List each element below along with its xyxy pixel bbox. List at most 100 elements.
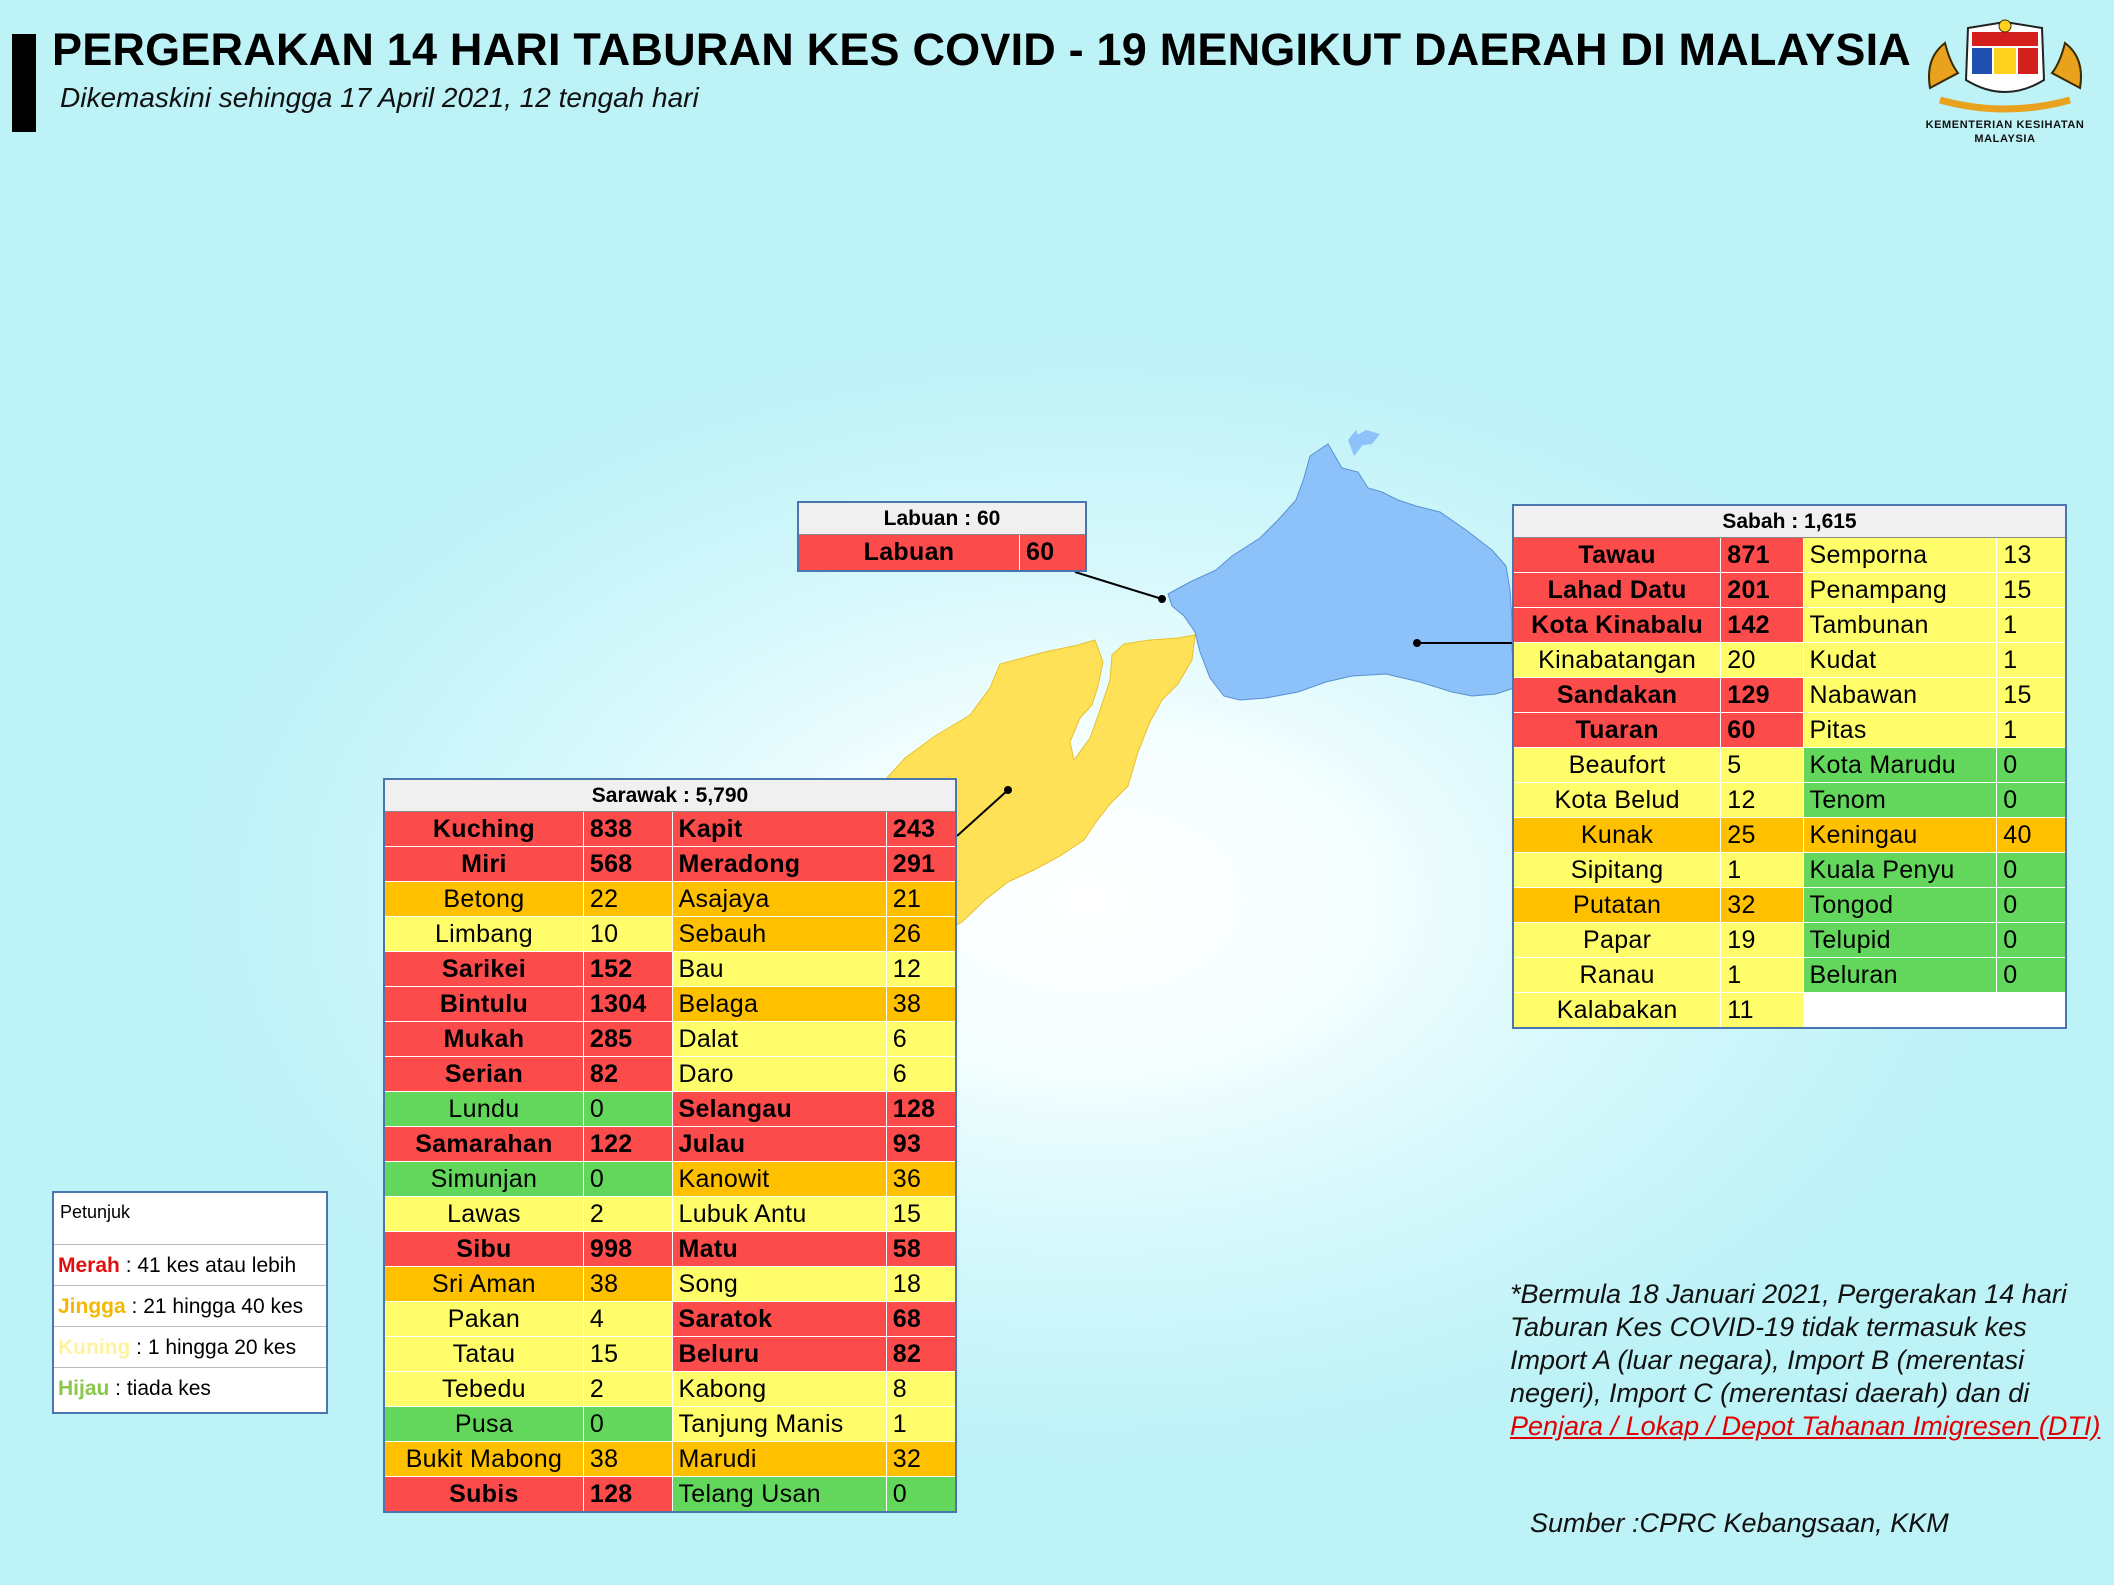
- district-name: Pakan: [383, 1301, 584, 1337]
- case-count: 12: [1720, 782, 1804, 818]
- footnote: *Bermula 18 Januari 2021, Pergerakan 14 …: [1510, 1278, 2106, 1443]
- district-name: Kabong: [671, 1371, 887, 1407]
- table-row: Putatan 32 Tongod 0: [1512, 887, 2067, 923]
- case-count: 38: [582, 1441, 673, 1477]
- district-name: Kuala Penyu: [1802, 852, 1998, 888]
- case-count: 38: [885, 986, 957, 1022]
- table-row: Sibu 998 Matu 58: [383, 1231, 957, 1267]
- district-name: Bintulu: [383, 986, 584, 1022]
- district-name: Tebedu: [383, 1371, 584, 1407]
- district-name: Subis: [383, 1476, 584, 1513]
- case-count: 82: [885, 1336, 957, 1372]
- district-name: Kuching: [383, 811, 584, 847]
- district-name: Papar: [1512, 922, 1722, 958]
- sarawak-region: [884, 634, 1196, 933]
- district-name: Sipitang: [1512, 852, 1722, 888]
- case-count: 4: [582, 1301, 673, 1337]
- district-name: Sebauh: [671, 916, 887, 952]
- case-count: 38: [582, 1266, 673, 1302]
- table-row: Lahad Datu 201 Penampang 15: [1512, 572, 2067, 608]
- district-name: Sri Aman: [383, 1266, 584, 1302]
- case-count: 0: [1996, 747, 2067, 783]
- case-count: 26: [885, 916, 957, 952]
- district-name: Pitas: [1802, 712, 1998, 748]
- table-row: Tebedu 2 Kabong 8: [383, 1371, 957, 1407]
- table-row: Beaufort 5 Kota Marudu 0: [1512, 747, 2067, 783]
- table-row: Kalabakan 11: [1512, 992, 2067, 1029]
- case-count: 20: [1720, 642, 1804, 678]
- case-count: 291: [885, 846, 957, 882]
- district-name: Kalabakan: [1512, 992, 1722, 1029]
- table-row: Tatau 15 Beluru 82: [383, 1336, 957, 1372]
- case-count: 1: [1996, 607, 2067, 643]
- case-count: 0: [1996, 922, 2067, 958]
- case-count: 18: [885, 1266, 957, 1302]
- case-count: 10: [582, 916, 673, 952]
- legend-item-merah: Merah : 41 kes atau lebih: [54, 1245, 326, 1286]
- case-count: 1: [1996, 712, 2067, 748]
- legend-text: : 41 kes atau lebih: [119, 1254, 297, 1277]
- district-name: Simunjan: [383, 1161, 584, 1197]
- sarawak-title: Sarawak : 5,790: [383, 778, 957, 812]
- table-row: Betong 22 Asajaya 21: [383, 881, 957, 917]
- source-credit: Sumber :CPRC Kebangsaan, KKM: [1530, 1508, 1949, 1538]
- legend-key: Merah: [58, 1254, 120, 1277]
- district-name: Kinabatangan: [1512, 642, 1722, 678]
- case-count: 15: [1996, 572, 2067, 608]
- table-row: Sipitang 1 Kuala Penyu 0: [1512, 852, 2067, 888]
- case-count: 5: [1720, 747, 1804, 783]
- case-count: 40: [1996, 817, 2067, 853]
- district-name: Mukah: [383, 1021, 584, 1057]
- district-name: Dalat: [671, 1021, 887, 1057]
- district-name: [1802, 992, 1998, 1029]
- case-count: 243: [885, 811, 957, 847]
- district-name: Serian: [383, 1056, 584, 1092]
- district-name: Lawas: [383, 1196, 584, 1232]
- case-count: 0: [1996, 957, 2067, 993]
- legend-key: Jingga: [58, 1295, 126, 1318]
- district-name: Beluru: [671, 1336, 887, 1372]
- case-count: 201: [1720, 572, 1804, 608]
- district-name: Saratok: [671, 1301, 887, 1337]
- case-count: 36: [885, 1161, 957, 1197]
- case-count: 12: [885, 951, 957, 987]
- case-count: 15: [1996, 677, 2067, 713]
- district-name: Kota Marudu: [1802, 747, 1998, 783]
- district-name: Kudat: [1802, 642, 1998, 678]
- legend-item-hijau: Hijau : tiada kes: [54, 1368, 326, 1409]
- case-count: [1996, 992, 2067, 1029]
- district-name: Telupid: [1802, 922, 1998, 958]
- district-name: Telang Usan: [671, 1476, 887, 1513]
- district-name: Ranau: [1512, 957, 1722, 993]
- legend-text: : tiada kes: [109, 1377, 211, 1400]
- legend-item-kuning: Kuning : 1 hingga 20 kes: [54, 1327, 326, 1368]
- case-count: 60: [1019, 534, 1087, 572]
- table-row: Pakan 4 Saratok 68: [383, 1301, 957, 1337]
- district-name: Semporna: [1802, 537, 1998, 573]
- district-name: Kanowit: [671, 1161, 887, 1197]
- case-count: 93: [885, 1126, 957, 1162]
- district-name: Sibu: [383, 1231, 584, 1267]
- table-row: Bukit Mabong 38 Marudi 32: [383, 1441, 957, 1477]
- legend-key: Kuning: [58, 1336, 131, 1359]
- table-row: Sandakan 129 Nabawan 15: [1512, 677, 2067, 713]
- district-name: Kota Kinabalu: [1512, 607, 1722, 643]
- table-row: Bintulu 1304 Belaga 38: [383, 986, 957, 1022]
- district-name: Labuan: [797, 534, 1021, 572]
- case-count: 19: [1720, 922, 1804, 958]
- district-name: Daro: [671, 1056, 887, 1092]
- case-count: 0: [582, 1406, 673, 1442]
- case-count: 1: [1720, 852, 1804, 888]
- logo-text-line2: MALAYSIA: [1974, 133, 2036, 145]
- table-row: Limbang 10 Sebauh 26: [383, 916, 957, 952]
- case-count: 0: [1996, 887, 2067, 923]
- district-name: Beluran: [1802, 957, 1998, 993]
- district-name: Kunak: [1512, 817, 1722, 853]
- case-count: 128: [885, 1091, 957, 1127]
- case-count: 82: [582, 1056, 673, 1092]
- page-title: PERGERAKAN 14 HARI TABURAN KES COVID - 1…: [52, 24, 1911, 75]
- district-name: Julau: [671, 1126, 887, 1162]
- case-count: 0: [1996, 852, 2067, 888]
- table-row: Labuan 60: [797, 534, 1087, 572]
- district-name: Song: [671, 1266, 887, 1302]
